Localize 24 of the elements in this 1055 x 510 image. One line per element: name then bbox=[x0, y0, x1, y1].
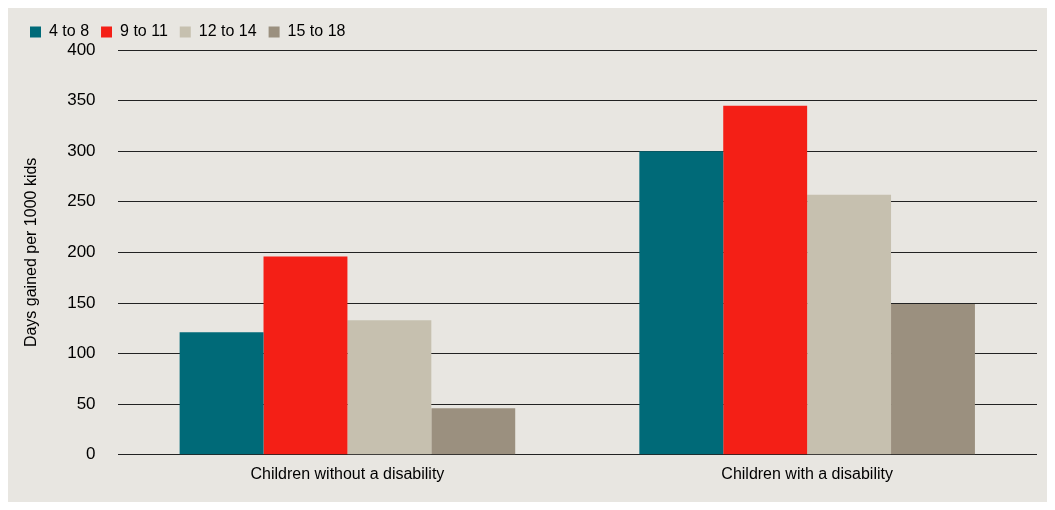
y-tick-label: 150 bbox=[67, 292, 96, 312]
y-tick-label: 400 bbox=[67, 39, 96, 59]
legend-label: 15 to 18 bbox=[287, 22, 346, 40]
y-tick-label: 350 bbox=[67, 90, 96, 110]
bar bbox=[263, 256, 348, 455]
legend-label: 9 to 11 bbox=[120, 22, 168, 40]
bar bbox=[347, 320, 432, 455]
bar bbox=[179, 332, 264, 455]
x-tick-label: Children with a disability bbox=[721, 464, 893, 482]
legend-label: 12 to 14 bbox=[198, 22, 257, 40]
bar bbox=[807, 194, 892, 455]
y-tick-label: 0 bbox=[86, 444, 96, 464]
y-tick-label: 100 bbox=[67, 343, 96, 363]
bar bbox=[723, 105, 808, 455]
y-tick-label: 200 bbox=[67, 242, 96, 262]
y-tick-label: 50 bbox=[76, 393, 96, 413]
y-axis-title: Days gained per 1000 kids bbox=[22, 157, 40, 348]
legend-label: 4 to 8 bbox=[49, 22, 90, 40]
bar bbox=[639, 151, 724, 455]
bar bbox=[891, 304, 975, 455]
y-tick-label: 250 bbox=[67, 191, 96, 211]
x-tick-label: Children without a disability bbox=[250, 464, 445, 482]
y-tick-label: 300 bbox=[67, 140, 96, 160]
bar bbox=[431, 408, 516, 455]
